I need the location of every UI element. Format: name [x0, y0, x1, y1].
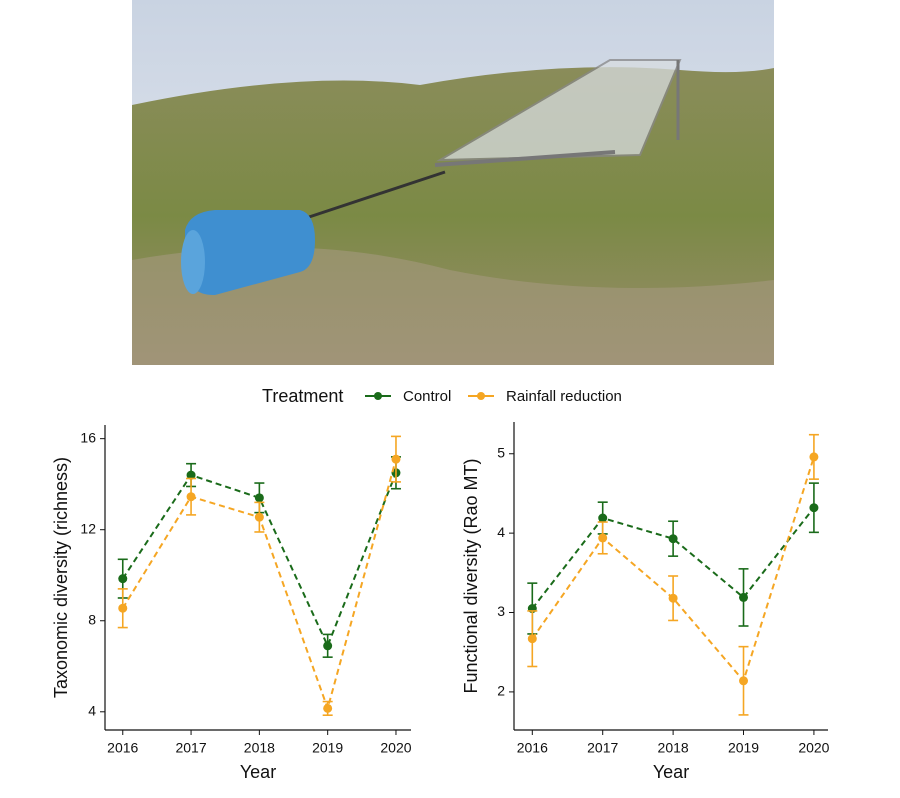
- y-tick-label: 8: [88, 611, 96, 627]
- legend-dot: [477, 392, 485, 400]
- y-axis-title: Taxonomic diversity (richness): [51, 457, 71, 698]
- legend-label: Rainfall reduction: [506, 388, 622, 405]
- series-line: [531, 456, 815, 683]
- point: [598, 513, 608, 523]
- point: [598, 533, 608, 543]
- x-tick-label: 2020: [798, 740, 829, 756]
- point: [323, 703, 333, 713]
- point: [186, 470, 196, 480]
- x-tick-label: 2017: [587, 740, 618, 756]
- y-tick-label: 12: [80, 520, 96, 536]
- x-tick-label: 2016: [107, 740, 138, 756]
- y-tick-label: 4: [497, 524, 505, 540]
- point: [254, 512, 264, 522]
- y-tick-label: 3: [497, 603, 505, 619]
- x-tick-label: 2018: [244, 740, 275, 756]
- point: [668, 534, 678, 544]
- x-tick-label: 2019: [728, 740, 759, 756]
- field-photo: [132, 0, 774, 365]
- point: [186, 492, 196, 502]
- point: [254, 493, 264, 503]
- legend-dot: [374, 392, 382, 400]
- point: [739, 676, 749, 686]
- point: [118, 574, 128, 584]
- x-axis-title: Year: [653, 762, 689, 782]
- x-tick-label: 2020: [380, 740, 411, 756]
- point: [809, 503, 819, 513]
- point: [118, 603, 128, 613]
- y-tick-label: 2: [497, 683, 505, 699]
- point: [739, 592, 749, 602]
- x-tick-label: 2018: [658, 740, 689, 756]
- point: [527, 634, 537, 644]
- point: [391, 454, 401, 464]
- point: [323, 641, 333, 651]
- x-tick-label: 2017: [175, 740, 206, 756]
- series-line: [121, 472, 397, 649]
- legend-label: Control: [403, 388, 451, 405]
- y-tick-label: 16: [80, 429, 96, 445]
- x-tick-label: 2019: [312, 740, 343, 756]
- legend-title: Treatment: [262, 386, 343, 406]
- y-tick-label: 5: [497, 444, 505, 460]
- point: [809, 452, 819, 462]
- y-tick-label: 4: [88, 702, 96, 718]
- y-axis-title: Functional diversity (Rao MT): [461, 458, 481, 693]
- x-axis-title: Year: [240, 762, 276, 782]
- point: [668, 593, 678, 603]
- x-tick-label: 2016: [517, 740, 548, 756]
